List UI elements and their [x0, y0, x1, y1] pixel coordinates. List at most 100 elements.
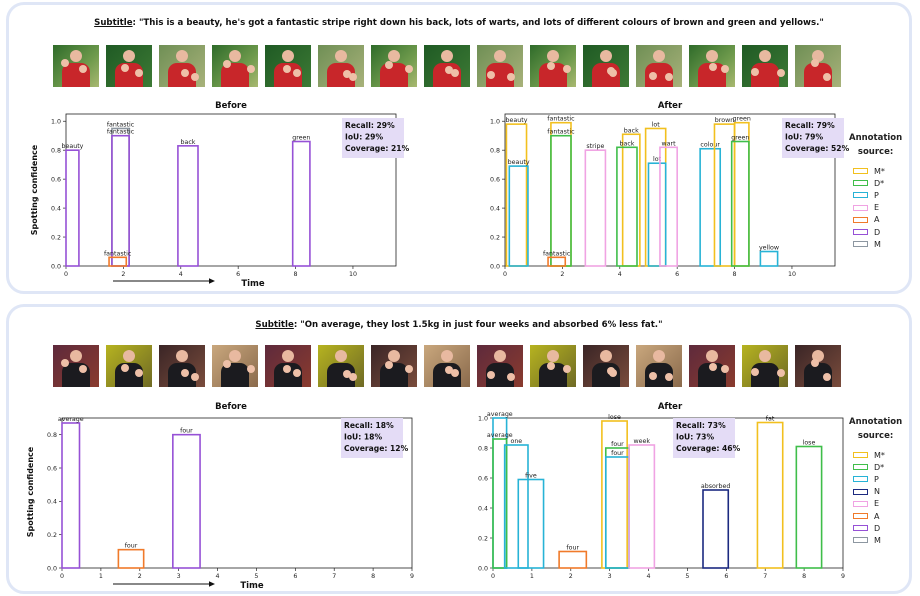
- bar-label: beauty: [506, 117, 528, 124]
- x-tick-label: 4: [618, 271, 622, 278]
- bar: [550, 121, 572, 267]
- bar: [550, 134, 572, 267]
- legend-swatch: [853, 192, 868, 199]
- time-arrow-head: [209, 278, 215, 284]
- x-tick-label: 5: [685, 573, 689, 580]
- legend-swatch: [853, 452, 868, 459]
- legend-entry: E: [849, 202, 902, 214]
- y-tick-label: 0.0: [490, 263, 500, 270]
- y-tick-label: 0.0: [47, 565, 57, 572]
- legend-entry: N: [849, 486, 902, 498]
- y-tick-label: 0.4: [51, 205, 61, 212]
- bar: [730, 140, 750, 267]
- video-frame: [424, 45, 470, 87]
- legend-label: M: [874, 239, 881, 249]
- metric-text: Recall: 29%: [345, 121, 395, 130]
- legend-swatch: [853, 168, 868, 175]
- x-tick-label: 1: [99, 573, 103, 580]
- bar: [172, 433, 201, 569]
- x-tick-label: 8: [733, 271, 737, 278]
- x-tick-label: 0: [60, 573, 64, 580]
- metric-text: Coverage: 21%: [345, 144, 410, 153]
- bar-label: fantastic: [547, 116, 575, 123]
- y-tick-label: 0.4: [490, 205, 500, 212]
- bar-label: week: [633, 438, 650, 445]
- bar-label: beauty: [508, 159, 530, 166]
- chart-title: After: [658, 101, 683, 111]
- time-arrow-head: [209, 581, 215, 587]
- bar-label: green: [733, 116, 751, 123]
- bar-label: wart: [662, 140, 677, 147]
- video-frame: [371, 45, 417, 87]
- x-tick-label: 7: [332, 573, 336, 580]
- bar-label: four: [611, 450, 624, 457]
- legend-entry: D: [849, 522, 902, 534]
- y-tick-label: 0.8: [47, 432, 57, 439]
- legend-label: E: [874, 499, 880, 509]
- video-frame: [689, 345, 735, 387]
- metric-text: Recall: 18%: [344, 421, 394, 430]
- legend-label: N: [874, 487, 880, 497]
- bar-label: four: [611, 441, 624, 448]
- legend-entry: A: [849, 214, 902, 226]
- y-tick-label: 0.4: [47, 499, 57, 506]
- metrics-box: [342, 118, 404, 158]
- x-tick-label: 4: [647, 573, 651, 580]
- y-tick-label: 0.6: [47, 465, 57, 472]
- video-frame: [159, 345, 205, 387]
- bar: [584, 149, 607, 267]
- y-tick-label: 1.0: [478, 415, 488, 422]
- bar-label: average: [487, 432, 513, 439]
- video-frame: [477, 345, 523, 387]
- bar-label: lot: [653, 156, 662, 163]
- metric-text: IoU: 73%: [676, 433, 714, 442]
- legend-entry: M: [849, 238, 902, 250]
- x-axis-label: Time: [241, 279, 265, 289]
- chart-title: Before: [215, 101, 247, 111]
- legend-swatch: [853, 537, 868, 544]
- x-tick-label: 9: [841, 573, 845, 580]
- bar-label: fantastic: [543, 250, 571, 257]
- metric-text: IoU: 18%: [344, 433, 382, 442]
- metric-text: Recall: 79%: [785, 121, 835, 130]
- y-tick-label: 1.0: [51, 119, 61, 126]
- bar: [547, 256, 567, 267]
- x-tick-label: 2: [138, 573, 142, 580]
- legend-entry: M: [849, 534, 902, 546]
- plot-area: [492, 417, 844, 569]
- video-frame: [583, 345, 629, 387]
- bar-label: green: [731, 135, 749, 142]
- y-tick-label: 0.6: [478, 475, 488, 482]
- bar-label: back: [619, 140, 634, 147]
- legend-entry: A: [849, 510, 902, 522]
- bar: [604, 456, 630, 569]
- y-tick-label: 0.2: [47, 532, 57, 539]
- bar-label: fantastic: [107, 129, 135, 136]
- video-frame: [265, 45, 311, 87]
- legend-title: Annotation source:: [849, 417, 903, 441]
- bar: [558, 550, 588, 569]
- example-panel-1: Subtitle: "This is a beauty, he's got a …: [6, 2, 912, 294]
- legend-swatch: [853, 488, 868, 495]
- legend-label: D*: [874, 178, 885, 188]
- legend-entry: M*: [849, 449, 902, 461]
- legend-swatch: [853, 464, 868, 471]
- x-tick-label: 3: [177, 573, 181, 580]
- bar: [647, 162, 667, 267]
- bar-label: five: [525, 473, 537, 480]
- x-tick-label: 2: [560, 271, 564, 278]
- bar-label: lot: [652, 121, 661, 128]
- video-frame: [795, 45, 841, 87]
- subtitle-text: : "On average, they lost 1.5kg in just f…: [293, 320, 663, 330]
- bar-label: lose: [803, 440, 816, 447]
- y-tick-label: 0.8: [478, 445, 488, 452]
- legend-label: D: [874, 227, 881, 237]
- legend-entry: E: [849, 498, 902, 510]
- video-frame: [636, 45, 682, 87]
- bar: [111, 134, 130, 267]
- subtitle-label: Subtitle: [94, 18, 133, 28]
- legend-label: A: [874, 215, 880, 225]
- bar: [65, 149, 80, 267]
- bar-label: lose: [608, 414, 621, 421]
